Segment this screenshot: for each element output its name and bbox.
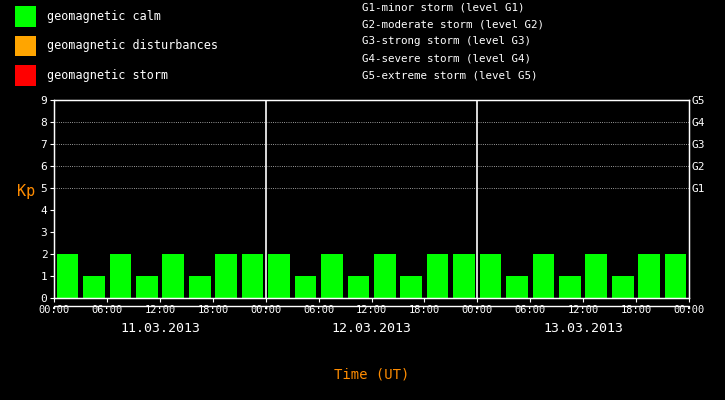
Bar: [533, 254, 554, 298]
Text: Time (UT): Time (UT): [334, 367, 409, 381]
Bar: [453, 254, 475, 298]
Bar: [347, 276, 369, 298]
Bar: [268, 254, 290, 298]
Bar: [109, 254, 131, 298]
Bar: [480, 254, 502, 298]
Bar: [136, 276, 158, 298]
Bar: [83, 276, 105, 298]
Bar: [638, 254, 660, 298]
Text: G1-minor storm (level G1): G1-minor storm (level G1): [362, 2, 525, 12]
Text: 11.03.2013: 11.03.2013: [120, 322, 200, 334]
Bar: [374, 254, 396, 298]
Bar: [14, 36, 36, 56]
Bar: [321, 254, 343, 298]
Bar: [215, 254, 237, 298]
Bar: [665, 254, 687, 298]
Bar: [400, 276, 422, 298]
Bar: [585, 254, 607, 298]
Text: G4-severe storm (level G4): G4-severe storm (level G4): [362, 54, 531, 64]
Bar: [559, 276, 581, 298]
Bar: [506, 276, 528, 298]
Bar: [14, 65, 36, 86]
Bar: [612, 276, 634, 298]
Text: G5-extreme storm (level G5): G5-extreme storm (level G5): [362, 70, 538, 80]
Bar: [57, 254, 78, 298]
Text: 13.03.2013: 13.03.2013: [543, 322, 623, 334]
Text: geomagnetic calm: geomagnetic calm: [47, 10, 161, 23]
Bar: [427, 254, 449, 298]
Bar: [294, 276, 316, 298]
Text: G2-moderate storm (level G2): G2-moderate storm (level G2): [362, 19, 544, 29]
Bar: [189, 276, 210, 298]
Text: geomagnetic disturbances: geomagnetic disturbances: [47, 40, 218, 52]
Text: G3-strong storm (level G3): G3-strong storm (level G3): [362, 36, 531, 46]
Text: geomagnetic storm: geomagnetic storm: [47, 69, 168, 82]
Text: 12.03.2013: 12.03.2013: [331, 322, 412, 334]
Bar: [241, 254, 263, 298]
Bar: [14, 6, 36, 27]
Bar: [162, 254, 184, 298]
Y-axis label: Kp: Kp: [17, 184, 35, 199]
